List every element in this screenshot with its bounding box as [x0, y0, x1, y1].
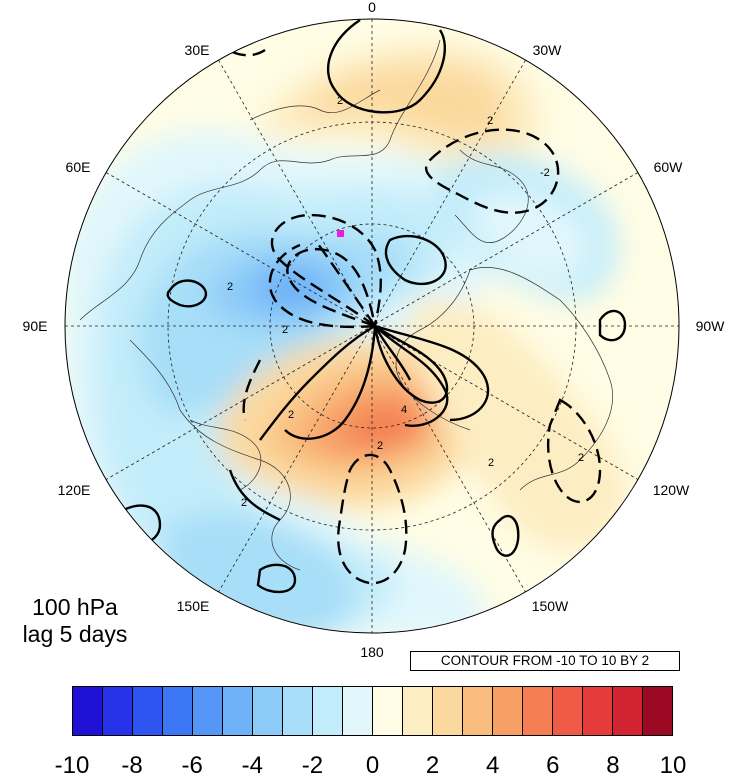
colorbar-tick-label: 0: [365, 752, 380, 779]
lon-label-150e: 150E: [177, 598, 210, 614]
lon-label-90e: 90E: [23, 318, 48, 334]
colorbar-cell: [613, 687, 643, 735]
lon-label-120w: 120W: [653, 482, 690, 498]
colorbar-tick-label: 2: [425, 752, 440, 779]
colorbar-cell: [403, 687, 433, 735]
colorbar-tick-label: -2: [301, 752, 324, 779]
colorbar-cell: [583, 687, 613, 735]
colorbar-cell: [343, 687, 373, 735]
colorbar-labels: -10 -8 -6 -4 -2 0 2 4 6 8 10: [55, 752, 687, 779]
lon-label-0: 0: [368, 0, 376, 15]
longitude-labels: 0 30W 60W 90W 120W 150W 180 150E 120E 90…: [23, 0, 726, 660]
contour-info-box: CONTOUR FROM -10 TO 10 BY 2: [410, 651, 680, 671]
colorbar-cell: [73, 687, 103, 735]
colorbar-tick-label: 8: [606, 752, 620, 779]
lon-label-150w: 150W: [532, 598, 569, 614]
colorbar-cell: [283, 687, 313, 735]
colorbar-cell: [223, 687, 253, 735]
contour-label: 4: [401, 404, 407, 416]
lon-label-120e: 120E: [58, 482, 91, 498]
colorbar-cell: [493, 687, 523, 735]
lon-label-180: 180: [360, 644, 384, 660]
contour-label: 2: [288, 409, 294, 421]
colorbar-cell: [373, 687, 403, 735]
contour-label: 2: [578, 452, 584, 464]
colorbar-tick-label: 6: [546, 752, 560, 779]
pressure-level-label: 100 hPa: [32, 594, 118, 620]
contour-label: 2: [488, 457, 494, 469]
plot-annotation: 100 hPa lag 5 days: [0, 594, 150, 648]
contour-label: 2: [282, 324, 288, 336]
colorbar-cell: [313, 687, 343, 735]
contour-label: 2: [227, 281, 233, 293]
colorbar-tick-label: -4: [241, 752, 263, 779]
colorbar-tick-label: -6: [181, 752, 203, 779]
colorbar-cell: [553, 687, 583, 735]
colorbar-cell: [643, 687, 672, 735]
contour-label: -2: [540, 167, 550, 179]
colorbar-cell: [253, 687, 283, 735]
colorbar-cell: [103, 687, 133, 735]
lon-label-90w: 90W: [696, 318, 726, 334]
lag-label: lag 5 days: [22, 621, 128, 647]
contours: [108, 19, 627, 594]
colorbar-tick-label: -8: [121, 752, 143, 779]
colorbar-tick-label: 4: [486, 752, 500, 779]
contour-label: 2: [337, 95, 343, 107]
colorbar-cell: [523, 687, 553, 735]
map-boundary: [64, 18, 680, 634]
colorbar-cell: [133, 687, 163, 735]
colorbar-tick-label: 10: [659, 752, 687, 779]
colorbar-cell: [433, 687, 463, 735]
colorbar-cell: [163, 687, 193, 735]
colorbar-tick-label: -10: [54, 752, 90, 779]
contour-label: 2: [241, 497, 247, 509]
contour-labels: 2 2 -2 2 4 2 2 2 2 2 2: [227, 95, 584, 509]
contour-label: 2: [487, 115, 493, 127]
colorbar-cell: [193, 687, 223, 735]
lon-label-30e: 30E: [185, 42, 210, 58]
colorbar-cell: [463, 687, 493, 735]
lon-label-60e: 60E: [66, 159, 91, 175]
colorbar: [72, 686, 673, 736]
location-marker: [337, 230, 344, 237]
lon-label-30w: 30W: [533, 42, 563, 58]
contour-label: 2: [377, 440, 383, 452]
lon-label-60w: 60W: [654, 159, 684, 175]
